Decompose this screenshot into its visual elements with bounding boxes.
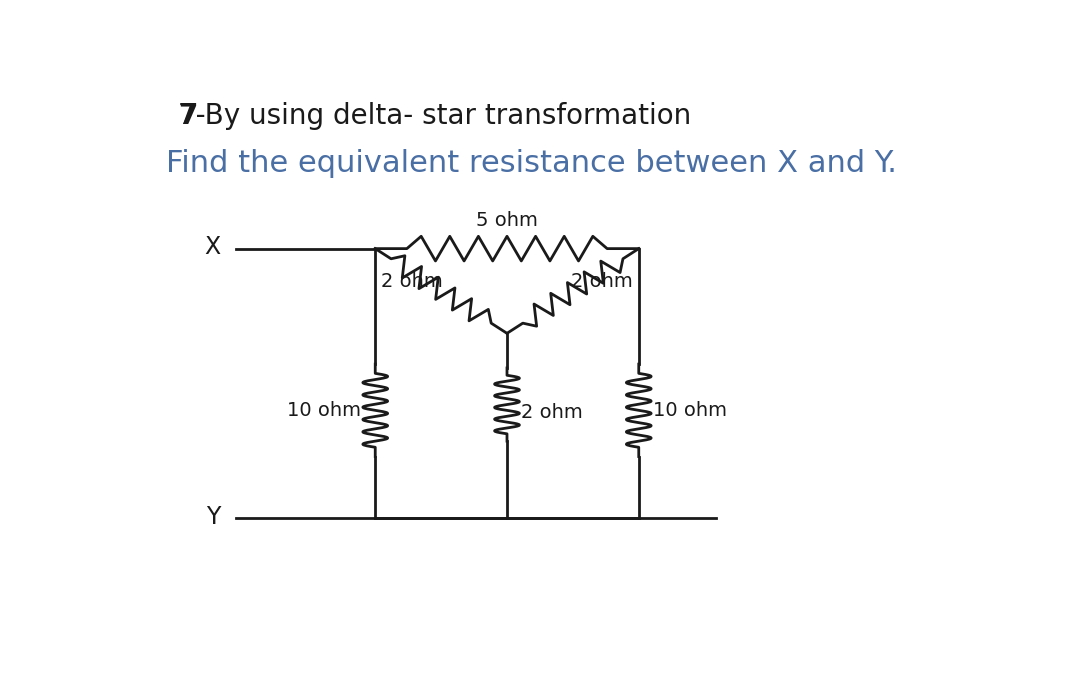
Text: X: X [204,235,220,259]
Text: 2 ohm: 2 ohm [571,273,633,291]
Text: 2 ohm: 2 ohm [521,402,583,422]
Text: 10 ohm: 10 ohm [287,401,362,420]
Text: 5 ohm: 5 ohm [476,211,538,230]
Text: Y: Y [206,505,220,528]
Text: 7: 7 [177,102,197,131]
Text: 7-By using delta- star transformation: 7-By using delta- star transformation [177,102,691,131]
Text: Find the equivalent resistance between X and Y.: Find the equivalent resistance between X… [166,149,896,178]
Text: 10 ohm: 10 ohm [652,401,727,420]
Text: 2 ohm: 2 ohm [381,273,443,291]
